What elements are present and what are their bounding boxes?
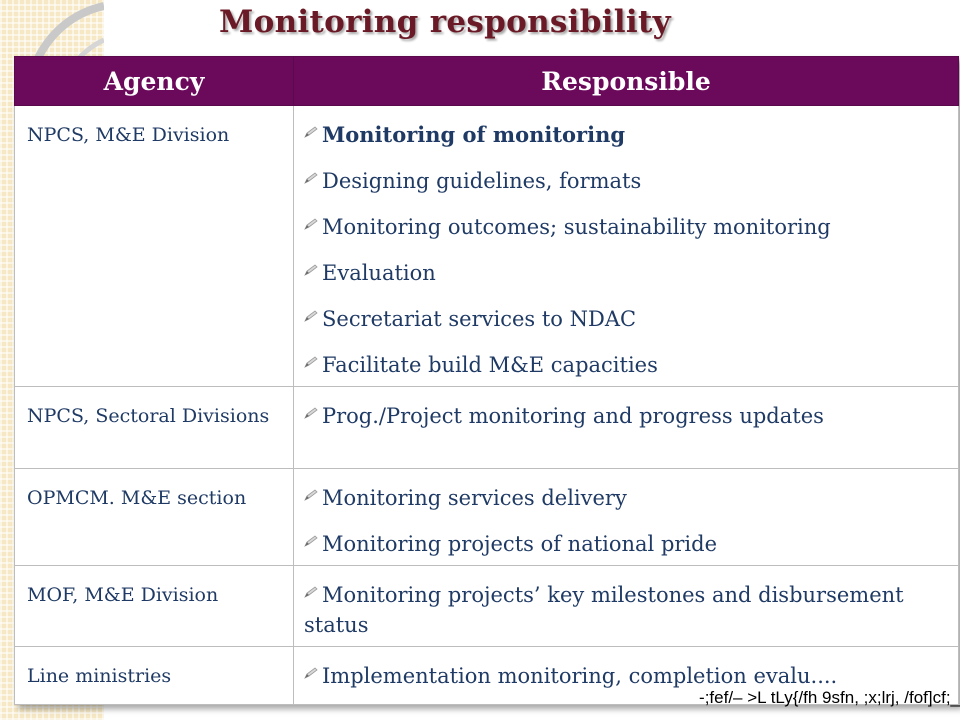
pencil-bullet-icon — [304, 254, 318, 276]
responsible-cell: Implementation monitoring, completion ev… — [293, 646, 959, 705]
list-item: Monitoring projects’ key milestones and … — [304, 576, 952, 640]
list-item: Implementation monitoring, completion ev… — [304, 657, 952, 691]
list-item: Monitoring of monitoring — [304, 116, 952, 150]
list-item: Facilitate build M&E capacities — [304, 346, 952, 380]
list-item: Monitoring projects of national pride — [304, 525, 952, 559]
list-item: Designing guidelines, formats — [304, 162, 952, 196]
table-row: Line ministries Implementation monitorin… — [14, 646, 959, 705]
table-header-row: Agency Responsible — [14, 56, 959, 106]
responsible-cell: Prog./Project monitoring and progress up… — [293, 386, 959, 469]
pencil-bullet-icon — [304, 397, 318, 419]
list-item: Monitoring outcomes; sustainability moni… — [304, 208, 952, 242]
agency-cell: MOF, M&E Division — [14, 565, 294, 647]
page-title: Monitoring responsibility — [219, 4, 671, 40]
agency-cell: Line ministries — [14, 646, 294, 705]
pencil-bullet-icon — [304, 116, 318, 138]
responsible-cell: Monitoring of monitoring Designing guide… — [293, 105, 959, 387]
pencil-bullet-icon — [304, 162, 318, 184]
agency-cell: NPCS, M&E Division — [14, 105, 294, 387]
table-row: MOF, M&E Division Monitoring projects’ k… — [14, 565, 959, 647]
responsible-column-header: Responsible — [293, 56, 959, 106]
responsible-cell: Monitoring projects’ key milestones and … — [293, 565, 959, 647]
responsibility-table: Agency Responsible NPCS, M&E Division Mo… — [14, 56, 959, 705]
pencil-bullet-icon — [304, 576, 318, 598]
table-row: OPMCM. M&E section Monitoring services d… — [14, 468, 959, 566]
list-item: Secretariat services to NDAC — [304, 300, 952, 334]
agency-cell: OPMCM. M&E section — [14, 468, 294, 566]
table-row: NPCS, Sectoral Divisions Prog./Project m… — [14, 386, 959, 469]
pencil-bullet-icon — [304, 657, 318, 679]
responsible-cell: Monitoring services delivery Monitoring … — [293, 468, 959, 566]
pencil-bullet-icon — [304, 479, 318, 501]
list-item: Prog./Project monitoring and progress up… — [304, 397, 952, 431]
pencil-bullet-icon — [304, 300, 318, 322]
agency-column-header: Agency — [14, 56, 294, 106]
pencil-bullet-icon — [304, 346, 318, 368]
list-item: Monitoring services delivery — [304, 479, 952, 513]
pencil-bullet-icon — [304, 525, 318, 547]
pencil-bullet-icon — [304, 208, 318, 230]
footer-caption: -;fef/– >L tLy{/fh 9sfn, ;x;lrj, /fof]cf… — [699, 688, 960, 707]
table-row: NPCS, M&E Division Monitoring of monitor… — [14, 105, 959, 387]
list-item: Evaluation — [304, 254, 952, 288]
agency-cell: NPCS, Sectoral Divisions — [14, 386, 294, 469]
